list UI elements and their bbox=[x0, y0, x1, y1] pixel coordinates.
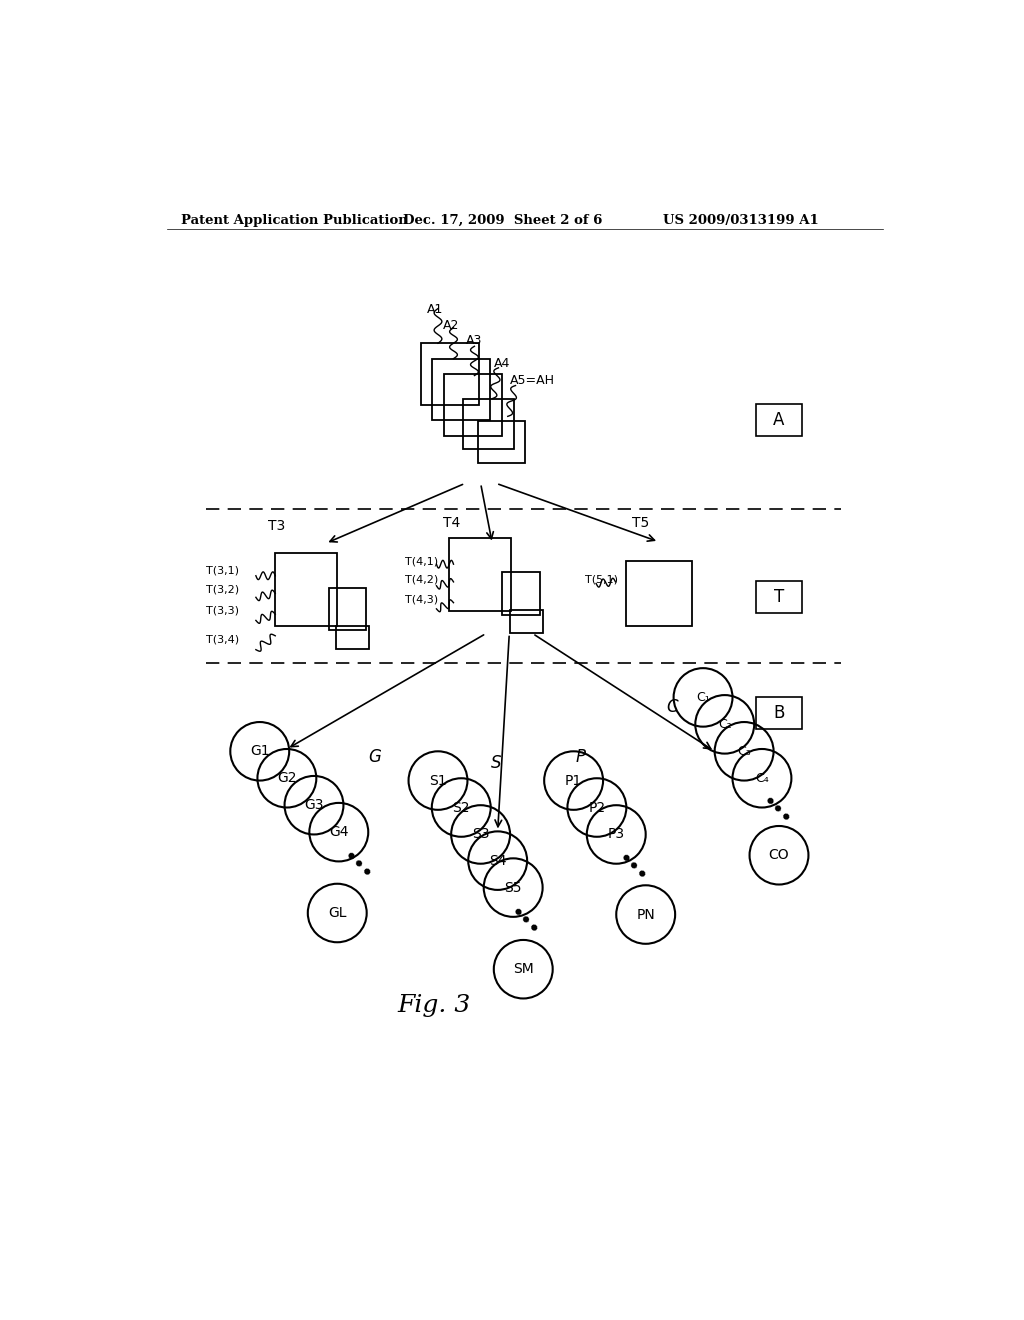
Bar bbox=[449, 537, 511, 611]
Text: S2: S2 bbox=[453, 800, 470, 814]
Text: C₁: C₁ bbox=[696, 690, 710, 704]
Text: C₃: C₃ bbox=[737, 744, 751, 758]
Text: C₂: C₂ bbox=[718, 718, 731, 731]
Text: US 2009/0313199 A1: US 2009/0313199 A1 bbox=[663, 214, 818, 227]
Text: S1: S1 bbox=[429, 774, 446, 788]
Bar bbox=[510, 610, 543, 634]
Text: T(5,1): T(5,1) bbox=[586, 574, 618, 585]
Text: P: P bbox=[575, 748, 585, 767]
Bar bbox=[756, 697, 802, 729]
Bar bbox=[421, 343, 478, 405]
Text: Fig. 3: Fig. 3 bbox=[397, 994, 471, 1016]
Text: •••: ••• bbox=[338, 849, 376, 886]
Text: S3: S3 bbox=[472, 828, 489, 841]
Text: A4: A4 bbox=[494, 358, 510, 370]
Text: A2: A2 bbox=[442, 318, 459, 331]
Text: T(3,3): T(3,3) bbox=[206, 606, 239, 615]
Text: T(3,2): T(3,2) bbox=[206, 585, 239, 594]
Text: S: S bbox=[490, 754, 501, 772]
Text: Patent Application Publication: Patent Application Publication bbox=[180, 214, 408, 227]
Text: S5: S5 bbox=[505, 880, 522, 895]
Text: C₄: C₄ bbox=[755, 772, 769, 785]
Bar bbox=[329, 587, 366, 630]
Text: T4: T4 bbox=[443, 516, 461, 531]
Text: A5=AH: A5=AH bbox=[510, 374, 555, 387]
Text: A: A bbox=[773, 412, 784, 429]
Text: •••: ••• bbox=[505, 904, 542, 941]
Text: SM: SM bbox=[513, 962, 534, 977]
Text: B: B bbox=[773, 704, 784, 722]
Text: •••: ••• bbox=[757, 793, 794, 830]
Text: T(4,3): T(4,3) bbox=[406, 594, 438, 605]
Text: G2: G2 bbox=[278, 771, 297, 785]
Text: G: G bbox=[369, 748, 381, 767]
Bar bbox=[337, 626, 369, 649]
Bar bbox=[756, 404, 802, 437]
Bar bbox=[275, 553, 337, 626]
Text: T(4,2): T(4,2) bbox=[406, 574, 438, 585]
Text: GL: GL bbox=[328, 906, 346, 920]
Text: G1: G1 bbox=[250, 744, 269, 758]
Text: C: C bbox=[667, 698, 678, 715]
Text: P3: P3 bbox=[607, 828, 625, 841]
Text: PN: PN bbox=[636, 908, 655, 921]
Bar bbox=[503, 573, 540, 615]
Text: G4: G4 bbox=[329, 825, 348, 840]
Text: T: T bbox=[774, 589, 784, 606]
Text: S4: S4 bbox=[488, 854, 507, 867]
Text: CO: CO bbox=[769, 849, 790, 862]
Text: A3: A3 bbox=[466, 334, 482, 347]
Bar bbox=[432, 359, 490, 420]
Bar bbox=[478, 421, 524, 463]
Text: T3: T3 bbox=[267, 519, 285, 533]
Text: T5: T5 bbox=[632, 516, 649, 531]
Text: P2: P2 bbox=[589, 800, 605, 814]
Text: T(4,1): T(4,1) bbox=[406, 556, 438, 566]
Text: T(3,4): T(3,4) bbox=[206, 635, 239, 644]
Text: G3: G3 bbox=[304, 799, 324, 812]
Text: P1: P1 bbox=[565, 774, 583, 788]
Text: T(3,1): T(3,1) bbox=[206, 565, 239, 576]
Bar bbox=[443, 374, 502, 436]
Text: •••: ••• bbox=[613, 850, 650, 888]
Text: A1: A1 bbox=[427, 304, 443, 317]
Text: Dec. 17, 2009  Sheet 2 of 6: Dec. 17, 2009 Sheet 2 of 6 bbox=[403, 214, 602, 227]
Bar bbox=[626, 561, 692, 626]
Bar bbox=[463, 399, 514, 449]
Bar bbox=[756, 581, 802, 614]
